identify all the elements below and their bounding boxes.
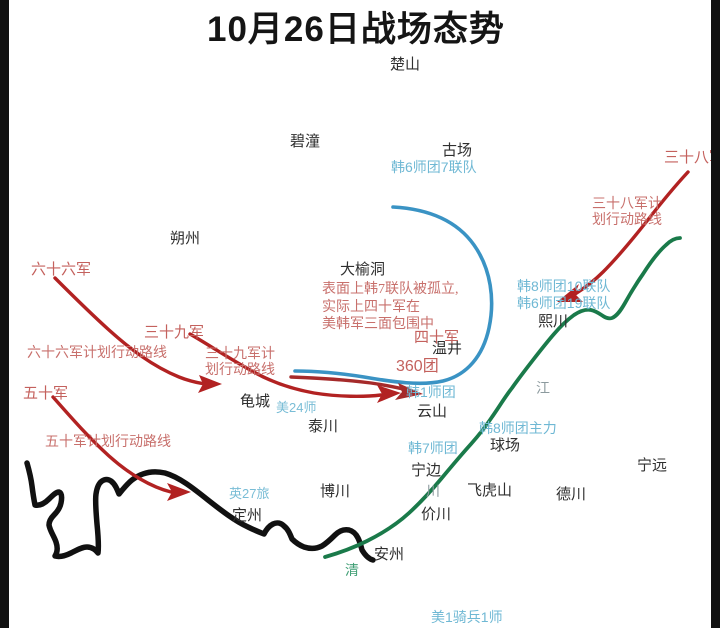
route-label-38th-army-line1: 三十八军计	[592, 197, 662, 212]
river-blue-arc	[293, 205, 494, 386]
place-label-qiuchang: 球场	[490, 438, 521, 454]
place-label-dechuan: 德川	[556, 487, 587, 503]
coastline-path	[24, 460, 376, 563]
route-arrowhead-38th-army	[557, 284, 583, 302]
map-graphics-layer	[24, 170, 690, 563]
un-unit-rok-1div: 韩1师团	[406, 384, 456, 400]
situation-annotation-line2: 实际上四十军在	[322, 299, 420, 315]
page-title: 10月26日战场态势	[207, 10, 505, 49]
un-unit-rok-8div-10regt: 韩8师团10联队	[517, 278, 611, 294]
un-unit-rok-7div: 韩7师团	[408, 440, 458, 456]
front-line-green	[323, 236, 682, 559]
un-unit-uk-27bde: 英27旅	[229, 486, 270, 501]
route-arrow-50th-army	[51, 395, 173, 494]
place-label-yunshan: 云山	[417, 404, 448, 420]
river-label-chuan: 川	[426, 485, 440, 500]
river-label-jiang: 江	[536, 382, 550, 397]
route-arrowhead-39th-army	[377, 385, 401, 403]
pla-unit-38th-army: 三十八军	[664, 150, 720, 166]
route-arrow-66th-army	[53, 276, 208, 386]
un-unit-rok-6div-19regt: 韩6师团19联队	[517, 295, 611, 311]
river-label-qing: 清	[345, 564, 359, 579]
place-label-anzhou: 安州	[374, 547, 405, 563]
place-label-guchang: 古场	[442, 143, 473, 159]
route-arrowhead-50th-army	[167, 483, 191, 501]
place-label-wenjing: 温井	[432, 341, 463, 357]
route-label-39th-army: 三十九军计 划行动路线	[205, 347, 275, 378]
pla-unit-66th-army: 六十六军	[31, 262, 92, 278]
place-label-dingzhou: 定州	[232, 508, 263, 524]
place-label-feihushan: 飞虎山	[467, 483, 513, 499]
place-label-ningbian: 宁边	[411, 463, 442, 479]
route-label-38th-army: 三十八军计 划行动路线	[592, 197, 662, 228]
pla-unit-360th-regiment: 360团	[396, 358, 439, 375]
place-label-xichuan: 熙川	[538, 314, 569, 330]
place-label-shuozhou: 朔州	[170, 231, 201, 247]
route-label-66th-army-line1: 六十六军计划行动路线	[27, 346, 167, 361]
route-label-50th-army: 五十军计划行动路线	[45, 435, 171, 451]
place-label-dayudong: 大榆洞	[340, 262, 386, 278]
situation-annotation-line1: 表面上韩7联队被孤立,	[322, 282, 459, 297]
un-unit-us-1cav-1div: 美1骑兵1师	[431, 609, 503, 625]
route-arrowhead-360th-regiment	[395, 383, 423, 400]
route-arrow-38th-army	[573, 170, 690, 296]
un-unit-us-24div: 美24师	[276, 400, 317, 415]
place-label-chushan: 楚山	[390, 57, 421, 73]
place-label-bochuan: 博川	[320, 484, 351, 500]
pla-unit-40th-army: 四十军	[414, 330, 460, 346]
pla-unit-39th-army: 三十九军	[144, 325, 205, 341]
place-label-jiechuan: 价川	[421, 507, 452, 523]
route-arrow-39th-army	[188, 332, 383, 399]
route-label-50th-army-line1: 五十军计划行动路线	[45, 435, 171, 450]
route-arrowhead-66th-army	[198, 375, 222, 393]
situation-annotation-line3: 美韩军三面包围中	[322, 317, 434, 332]
route-label-66th-army: 六十六军计划行动路线	[27, 346, 167, 362]
route-label-39th-army-line1: 三十九军计	[205, 347, 275, 362]
route-label-39th-army-line2: 划行动路线	[205, 362, 275, 378]
place-label-guicheng: 龟城	[240, 394, 271, 410]
route-label-38th-army-line2: 划行动路线	[592, 212, 662, 228]
un-unit-rok-6div-7regt: 韩6师团7联队	[391, 159, 477, 175]
place-label-taichuan: 泰川	[308, 419, 339, 435]
place-label-ningyuan: 宁远	[637, 458, 668, 474]
route-arrow-360th-regiment	[289, 375, 405, 391]
un-unit-rok-8div-main: 韩8师团主力	[479, 420, 557, 436]
situation-annotation: 表面上韩7联队被孤立, 实际上四十军在 美韩军三面包围中	[322, 281, 459, 334]
place-label-bitong: 碧潼	[290, 134, 321, 150]
pla-unit-50th-army: 五十军	[23, 386, 69, 402]
